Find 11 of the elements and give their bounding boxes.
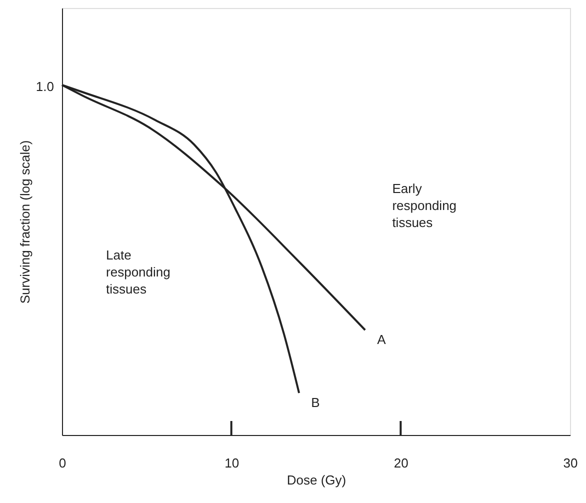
series-label: A — [377, 332, 386, 347]
x-tick-label: 0 — [58, 456, 66, 470]
annotation: Late responding tissues — [106, 248, 170, 296]
x-tick-label: 20 — [394, 456, 408, 470]
annotation: 1.0 — [36, 79, 54, 94]
y-axis-title: Surviving fraction (log scale) — [18, 140, 32, 304]
series-label: B — [311, 395, 320, 410]
annotation: Early responding tissues — [392, 181, 457, 230]
x-tick-label: 10 — [224, 456, 240, 470]
x-axis-title: Dose (Gy) — [286, 472, 346, 488]
x-tick-label: 30 — [563, 456, 578, 470]
